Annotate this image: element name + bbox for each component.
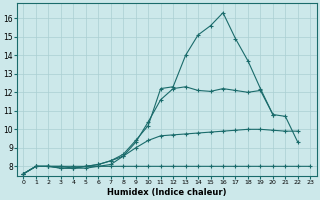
X-axis label: Humidex (Indice chaleur): Humidex (Indice chaleur) — [107, 188, 227, 197]
